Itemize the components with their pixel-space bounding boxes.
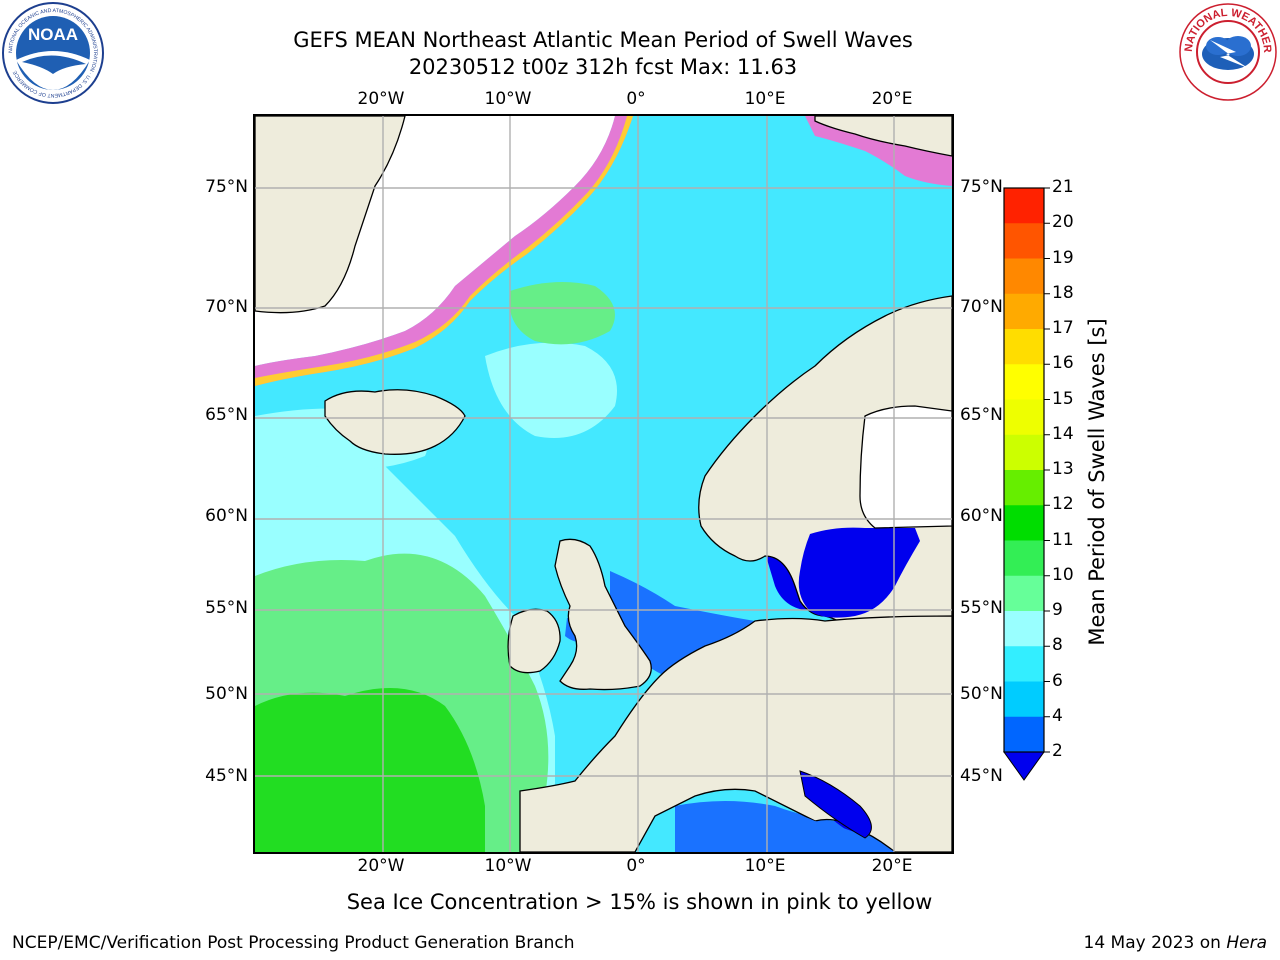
- lon-tick-top: 10°W: [484, 89, 532, 109]
- lon-tick-bottom: 10°E: [744, 856, 786, 876]
- map-panel: [253, 114, 954, 854]
- mediterranean-sea: [675, 803, 895, 852]
- colorbar-tick-label: 14: [1052, 423, 1074, 444]
- colorbar-band: [1004, 434, 1044, 471]
- lat-tick-left: 75°N: [205, 177, 248, 197]
- colorbar-labels: 21 20 19 18 17 16 15 14 13 12 11 10 9 8 6 4 2: [1052, 0, 1092, 960]
- colorbar-tick-label: 11: [1052, 529, 1074, 550]
- lon-tick-top: 0°: [626, 89, 646, 109]
- great-britain: [554, 538, 652, 691]
- colorbar-tick-label: 18: [1052, 282, 1074, 303]
- lon-tick-top: 20°E: [871, 89, 913, 109]
- greenland-land: [255, 116, 406, 314]
- colorbar-tick-label: 19: [1052, 247, 1074, 268]
- lat-tick-left: 50°N: [205, 684, 248, 704]
- lon-tick-bottom: 20°W: [357, 856, 405, 876]
- lat-tick-left: 65°N: [205, 405, 248, 425]
- swell-region-10s-north: [509, 282, 615, 345]
- lat-tick-right: 60°N: [960, 506, 1003, 526]
- lat-tick-right: 55°N: [960, 598, 1003, 618]
- colorbar-band: [1004, 188, 1044, 224]
- lat-tick-right: 75°N: [960, 177, 1003, 197]
- colorbar-band: [1004, 364, 1044, 400]
- colorbar-title: Mean Period of Swell Waves [s]: [1085, 318, 1109, 646]
- chart-title: GEFS MEAN Northeast Atlantic Mean Period…: [293, 28, 913, 52]
- colorbar-tick-label: 20: [1052, 212, 1074, 233]
- lon-tick-bottom: 20°E: [871, 856, 913, 876]
- colorbar-band: [1004, 575, 1044, 612]
- lat-tick-left: 45°N: [205, 766, 248, 786]
- colorbar-tick-label: 9: [1052, 600, 1063, 620]
- colorbar-tick-label: 21: [1052, 177, 1074, 197]
- gulf-of-bothnia: [859, 405, 952, 529]
- colorbar-band: [1004, 223, 1044, 259]
- colorbar-band: [1004, 329, 1044, 365]
- colorbar-tick-label: 6: [1052, 670, 1063, 691]
- colorbar-band: [1004, 681, 1044, 718]
- colorbar-tick-label: 16: [1052, 353, 1074, 374]
- colorbar-band: [1004, 505, 1044, 541]
- adriatic-sea: [799, 770, 872, 839]
- colorbar-band: [1004, 399, 1044, 436]
- swell-region-north-sea: [610, 571, 755, 676]
- colorbar-tick-label: 10: [1052, 564, 1074, 585]
- colorbar-tick-label: 2: [1052, 741, 1063, 761]
- lat-tick-right: 50°N: [960, 684, 1003, 704]
- colorbar-tick-label: 15: [1052, 388, 1074, 409]
- colorbar-band: [1004, 540, 1044, 577]
- colorbar-band: [1004, 716, 1044, 753]
- lon-tick-top: 10°E: [744, 89, 786, 109]
- baltic-sea: [798, 527, 920, 618]
- colorbar-band: [1004, 470, 1044, 506]
- colorbar-tick-label: 12: [1052, 494, 1074, 515]
- map-canvas: [255, 116, 952, 852]
- colorbar-tick-label: 8: [1052, 635, 1063, 656]
- colorbar-band: [1004, 611, 1044, 647]
- lat-tick-right: 65°N: [960, 405, 1003, 425]
- sea-ice-note: Sea Ice Concentration > 15% is shown in …: [346, 890, 933, 914]
- colorbar-tick-label: 17: [1052, 318, 1074, 338]
- lat-tick-left: 60°N: [205, 506, 248, 526]
- lon-tick-bottom: 10°W: [484, 856, 532, 876]
- colorbar: [1000, 186, 1060, 786]
- graticule: [255, 116, 952, 852]
- swell-region-11s: [255, 688, 485, 852]
- swell-region-9s-north: [485, 342, 617, 438]
- colorbar-band: [1004, 258, 1044, 295]
- iceland: [324, 389, 466, 455]
- lat-tick-left: 70°N: [205, 297, 248, 317]
- lat-tick-left: 55°N: [205, 598, 248, 618]
- chart-subtitle-forecast: 20230512 t00z 312h fcst Max: 11.63: [408, 55, 798, 79]
- sea-ice-edge: [255, 116, 633, 386]
- footer-date: 14 May 2023 on Hera: [1084, 933, 1268, 953]
- nws-logo: NATIONAL WEATHER SERVICE: [1174, 0, 1278, 102]
- colorbar-band: [1004, 293, 1044, 330]
- footer-credit: NCEP/EMC/Verification Post Processing Pr…: [12, 933, 575, 953]
- noaa-logo: NOAA NATIONAL OCEANIC AND ATMOSPHERIC AD…: [2, 2, 104, 104]
- footer-date-text: 14 May 2023 on: [1083, 933, 1227, 953]
- colorbar-extend-triangle: [1003, 751, 1045, 781]
- noaa-logo-text: NOAA: [28, 25, 78, 44]
- footer-host: Hera: [1226, 933, 1267, 953]
- lon-tick-top: 20°W: [357, 89, 405, 109]
- lat-tick-right: 45°N: [960, 766, 1003, 786]
- lat-tick-right: 70°N: [960, 297, 1003, 317]
- colorbar-tick-label: 13: [1052, 459, 1074, 479]
- lon-tick-bottom: 0°: [626, 856, 646, 876]
- svalbard: [814, 116, 952, 157]
- colorbar-tick-label: 4: [1052, 705, 1063, 726]
- colorbar-band: [1004, 646, 1044, 682]
